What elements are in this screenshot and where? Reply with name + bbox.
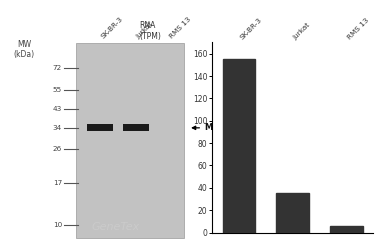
Text: RNA
(TPM): RNA (TPM): [139, 21, 161, 40]
Text: SK-BR-3: SK-BR-3: [239, 16, 263, 40]
Text: GeneTex: GeneTex: [92, 222, 140, 232]
Text: 55: 55: [53, 87, 62, 93]
Text: RMS 13: RMS 13: [168, 16, 192, 40]
Text: 10: 10: [53, 222, 62, 228]
Text: 17: 17: [53, 180, 62, 186]
Text: 34: 34: [53, 125, 62, 131]
Bar: [76, 42, 184, 237]
Bar: [122, 124, 149, 131]
Bar: [330, 226, 363, 232]
Text: Jurkat: Jurkat: [136, 21, 155, 40]
Bar: [276, 194, 309, 232]
Bar: [223, 59, 255, 233]
Text: MyD88: MyD88: [204, 123, 236, 132]
Text: 72: 72: [53, 66, 62, 71]
Text: 26: 26: [53, 146, 62, 152]
Text: 43: 43: [53, 106, 62, 112]
Text: RMS 13: RMS 13: [346, 17, 370, 40]
Text: Jurkat: Jurkat: [293, 22, 312, 40]
Bar: [87, 124, 113, 131]
Text: SK-BR-3: SK-BR-3: [100, 16, 124, 40]
Text: MW
(kDa): MW (kDa): [13, 40, 35, 60]
